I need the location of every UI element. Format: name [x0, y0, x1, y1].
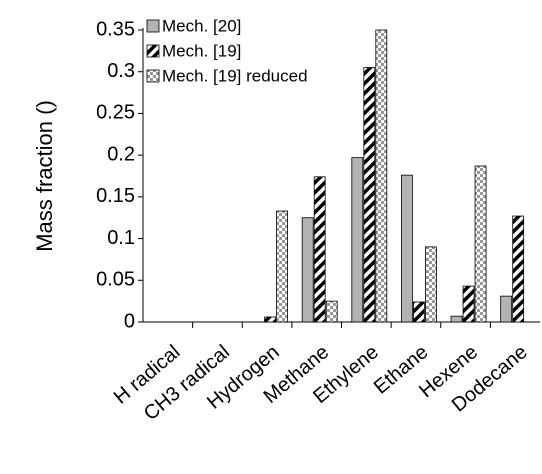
y-tick-label: 0.35 — [96, 18, 135, 40]
legend-swatch — [146, 44, 160, 58]
y-tick-label: 0.2 — [107, 143, 135, 165]
y-tick-label: 0 — [124, 310, 135, 332]
bar — [276, 210, 288, 323]
legend-label: Mech. [19] — [162, 41, 241, 60]
bar — [313, 176, 326, 323]
bar — [325, 300, 338, 323]
y-tick-label: 0.1 — [107, 227, 135, 249]
bar — [425, 246, 437, 323]
bar — [450, 315, 463, 323]
y-axis-label: Mass fraction () — [32, 100, 57, 252]
bar — [474, 165, 487, 323]
bar — [264, 316, 276, 323]
bar — [375, 29, 388, 323]
bar — [363, 67, 376, 323]
y-tick-label: 0.3 — [107, 60, 135, 82]
legend-label: Mech. [19] reduced — [162, 66, 308, 85]
bar — [500, 295, 513, 323]
legend-swatch — [146, 19, 160, 33]
bar — [401, 174, 413, 323]
bar — [462, 285, 475, 323]
bar — [351, 157, 364, 323]
legend-swatch — [146, 69, 160, 83]
bar — [512, 215, 525, 323]
y-tick-label: 0.25 — [96, 102, 135, 124]
legend-label: Mech. [20] — [162, 16, 241, 35]
bar — [301, 217, 314, 323]
bar — [413, 301, 425, 323]
y-tick-label: 0.15 — [96, 185, 135, 207]
y-tick-label: 0.05 — [96, 269, 135, 291]
